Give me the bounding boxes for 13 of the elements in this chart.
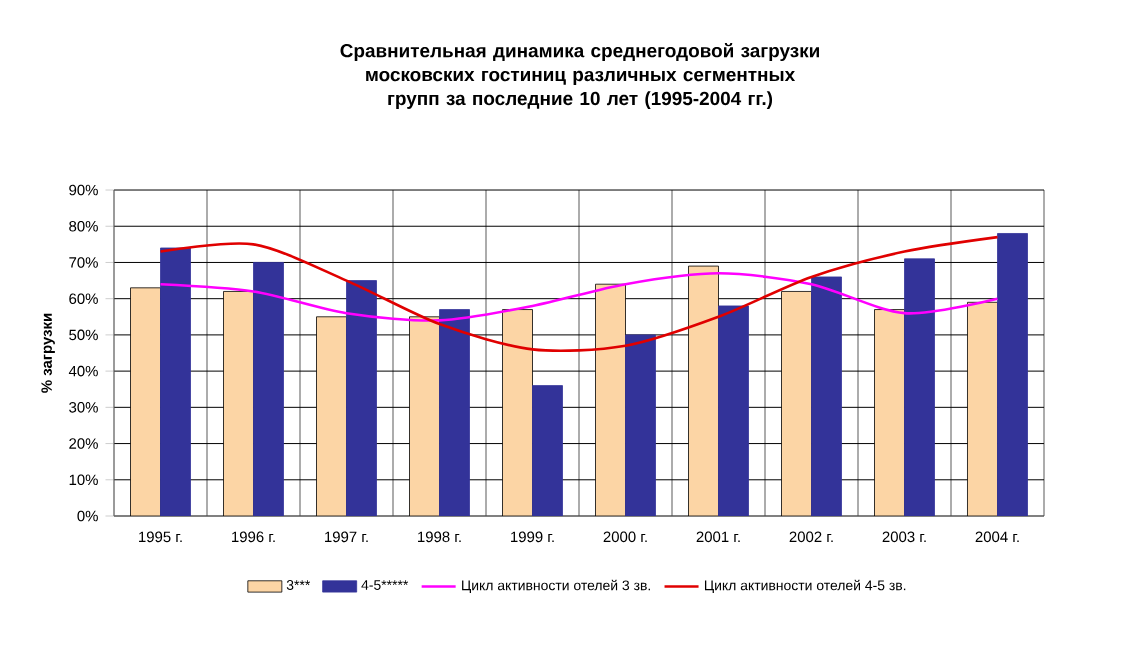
bar: [409, 316, 440, 516]
bar: [688, 265, 719, 516]
bar: [502, 309, 533, 516]
bar: [316, 316, 347, 516]
bar: [223, 291, 254, 516]
bar: [781, 291, 812, 516]
line-series: [159, 272, 999, 322]
bar: [874, 309, 905, 516]
bar: [130, 287, 161, 516]
bar: [967, 301, 998, 516]
bar: [595, 283, 626, 516]
chart-title: Сравнительная динамика среднегодовой загрузки московских гостиниц различных сегментных групп за последние 10 лет (1995-2004 гг.): [340, 43, 819, 109]
line-series: [159, 235, 999, 353]
